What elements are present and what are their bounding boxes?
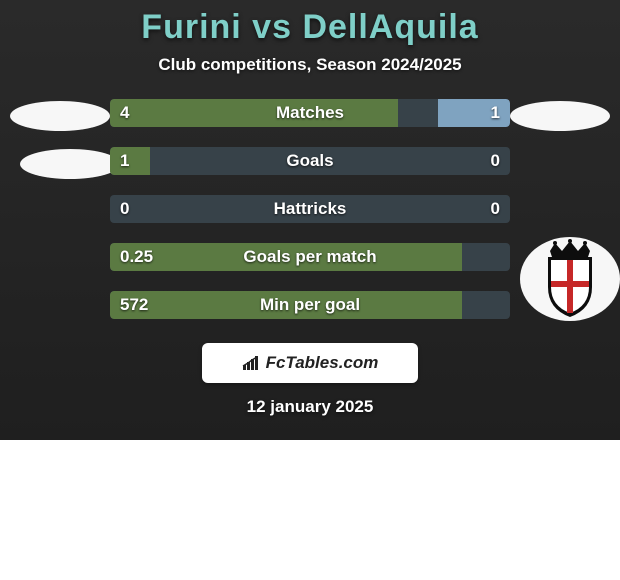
stat-bar-track: 0 Hattricks 0: [110, 195, 510, 223]
stat-right-value: 0: [491, 195, 500, 223]
stat-label: Goals per match: [110, 243, 510, 271]
stat-bar-track: 0.25 Goals per match: [110, 243, 510, 271]
stat-row: 1 Goals 0: [0, 147, 620, 195]
stat-label: Matches: [110, 99, 510, 127]
stat-label: Hattricks: [110, 195, 510, 223]
player2-badge: [510, 101, 610, 131]
stat-row: 0 Hattricks 0: [0, 195, 620, 243]
stat-right-value: 1: [491, 99, 500, 127]
stat-bar-track: 572 Min per goal: [110, 291, 510, 319]
stat-label: Min per goal: [110, 291, 510, 319]
stat-row: 0.25 Goals per match: [0, 243, 620, 291]
stat-right-value: 0: [491, 147, 500, 175]
brand-text: FcTables.com: [266, 353, 379, 373]
date-text: 12 january 2025: [0, 397, 620, 417]
stat-row: 4 Matches 1: [0, 99, 620, 147]
comparison-card: Furini vs DellAquila Club competitions, …: [0, 0, 620, 440]
stat-row: 572 Min per goal: [0, 291, 620, 339]
brand-badge[interactable]: FcTables.com: [202, 343, 418, 383]
player1-badge: [20, 149, 120, 179]
page-subtitle: Club competitions, Season 2024/2025: [0, 55, 620, 75]
bar-chart-icon: [242, 355, 262, 371]
stat-bar-track: 4 Matches 1: [110, 99, 510, 127]
page-title: Furini vs DellAquila: [0, 8, 620, 47]
player1-badge: [10, 101, 110, 131]
stat-bar-track: 1 Goals 0: [110, 147, 510, 175]
stat-label: Goals: [110, 147, 510, 175]
